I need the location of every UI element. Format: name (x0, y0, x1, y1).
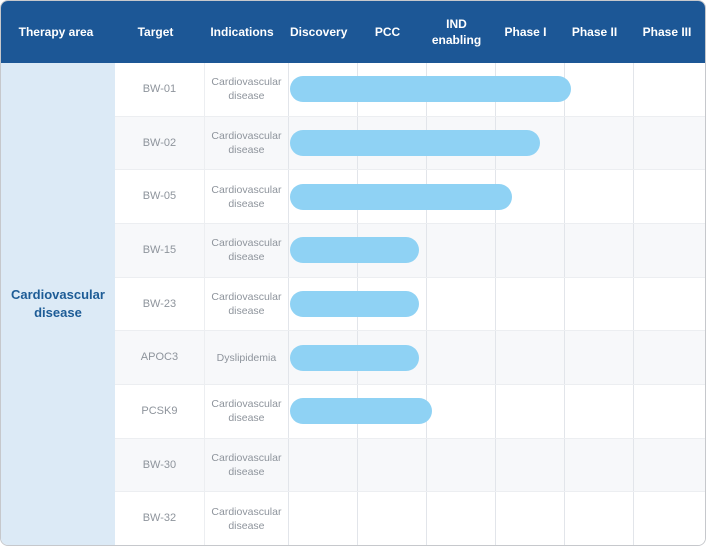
stage-track (287, 170, 705, 224)
pipeline-rows: BW-01 Cardiovascular disease BW-02 Cardiova… (114, 63, 705, 545)
stage-track (287, 224, 705, 277)
table-body: Cardiovascular disease BW-01 Cardiovascul… (1, 63, 705, 545)
pipeline-row: PCSK9 Cardiovascular disease (114, 385, 705, 439)
pipeline-progress-bar (289, 398, 433, 425)
indication-label: Cardiovascular disease (203, 63, 288, 116)
target-label: APOC3 (140, 351, 179, 364)
header-cell-ind-enabling: IND enabling (431, 16, 482, 47)
indication-label: Cardiovascular disease (203, 277, 288, 331)
pipeline-row: BW-23 Cardiovascular disease (114, 277, 705, 332)
pipeline-row: BW-01 Cardiovascular disease (114, 63, 705, 117)
header-cell-target: Target (137, 24, 174, 39)
table-header: Therapy area Target Indications Discovery PC… (1, 1, 705, 63)
header-cell-pcc: PCC (374, 24, 401, 39)
stage-track (287, 385, 705, 438)
stage-track (287, 63, 705, 116)
target-label: BW-15 (142, 243, 177, 256)
pipeline-row: BW-30 Cardiovascular disease (114, 438, 705, 493)
target-label: BW-32 (142, 512, 177, 525)
indication-label: Dyslipidemia (203, 331, 288, 385)
indication-label: Cardiovascular disease (203, 170, 288, 224)
header-cell-phase-iii: Phase III (642, 24, 692, 39)
header-cell-therapy-area: Therapy area (18, 24, 94, 39)
indication-label: Cardiovascular disease (203, 492, 288, 545)
stage-track (287, 116, 705, 170)
header-cell-discovery: Discovery (290, 24, 348, 39)
header-cell-indications: Indications (210, 24, 274, 39)
target-label: BW-02 (142, 136, 177, 149)
pipeline-progress-bar (289, 130, 541, 156)
indication-label: Cardiovascular disease (203, 385, 288, 438)
stage-track (287, 331, 705, 385)
therapy-area-label: Cardiovascular disease (11, 286, 105, 320)
pipeline-row: BW-05 Cardiovascular disease (114, 170, 705, 225)
target-label: BW-23 (142, 297, 177, 310)
stage-track (287, 277, 705, 331)
pipeline-row: BW-02 Cardiovascular disease (114, 116, 705, 171)
target-label: BW-01 (142, 82, 177, 95)
therapy-area-cell: Cardiovascular disease (1, 63, 115, 545)
header-cell-phase-ii: Phase II (571, 24, 618, 39)
indication-label: Cardiovascular disease (203, 438, 288, 492)
pipeline-row: BW-32 Cardiovascular disease (114, 492, 705, 545)
pipeline-progress-bar (289, 291, 419, 318)
target-label: BW-30 (142, 458, 177, 471)
target-label: BW-05 (142, 190, 177, 203)
pipeline-progress-bar (289, 237, 419, 264)
header-cell-phase-i: Phase I (504, 24, 547, 39)
stage-track (287, 438, 705, 492)
pipeline-progress-bar (289, 183, 513, 210)
pipeline-row: APOC3 Dyslipidemia (114, 331, 705, 386)
stage-track (287, 492, 705, 545)
indication-label: Cardiovascular disease (203, 116, 288, 170)
pipeline-progress-bar (289, 76, 572, 103)
target-label: PCSK9 (141, 404, 178, 417)
indication-label: Cardiovascular disease (203, 224, 288, 277)
pipeline-progress-bar (289, 344, 419, 371)
pipeline-row: BW-15 Cardiovascular disease (114, 224, 705, 278)
